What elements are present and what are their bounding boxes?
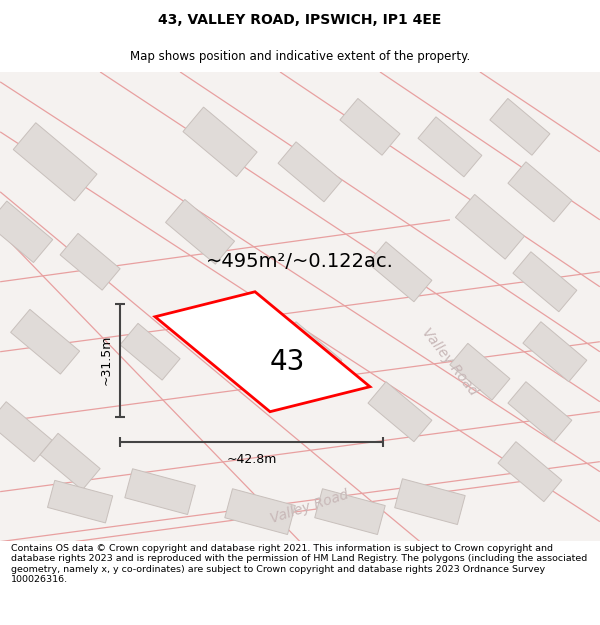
Polygon shape — [13, 122, 97, 201]
Text: ~495m²/~0.122ac.: ~495m²/~0.122ac. — [206, 253, 394, 271]
Polygon shape — [368, 242, 432, 302]
Polygon shape — [450, 343, 510, 400]
Text: ~42.8m: ~42.8m — [226, 453, 277, 466]
Text: Valley Road: Valley Road — [269, 488, 351, 526]
Polygon shape — [523, 322, 587, 382]
Polygon shape — [418, 117, 482, 177]
Polygon shape — [278, 322, 342, 382]
Polygon shape — [513, 252, 577, 312]
Polygon shape — [455, 194, 524, 259]
Polygon shape — [340, 99, 400, 155]
Text: Valley Road: Valley Road — [419, 326, 481, 398]
Polygon shape — [225, 489, 295, 534]
Text: Contains OS data © Crown copyright and database right 2021. This information is : Contains OS data © Crown copyright and d… — [11, 544, 587, 584]
Polygon shape — [47, 481, 113, 523]
Polygon shape — [508, 382, 572, 442]
Polygon shape — [278, 142, 342, 202]
Polygon shape — [183, 107, 257, 177]
Text: Map shows position and indicative extent of the property.: Map shows position and indicative extent… — [130, 49, 470, 62]
Polygon shape — [0, 402, 52, 462]
Polygon shape — [368, 382, 432, 442]
Text: 43: 43 — [270, 348, 305, 376]
Polygon shape — [395, 479, 465, 524]
Polygon shape — [498, 442, 562, 502]
Polygon shape — [166, 199, 235, 264]
Polygon shape — [11, 309, 80, 374]
Polygon shape — [60, 233, 120, 290]
Polygon shape — [508, 162, 572, 222]
Polygon shape — [120, 323, 180, 380]
Polygon shape — [315, 489, 385, 534]
Polygon shape — [125, 469, 196, 514]
Polygon shape — [40, 433, 100, 490]
Polygon shape — [490, 99, 550, 155]
Text: 43, VALLEY ROAD, IPSWICH, IP1 4EE: 43, VALLEY ROAD, IPSWICH, IP1 4EE — [158, 13, 442, 27]
Polygon shape — [0, 201, 53, 262]
Polygon shape — [155, 292, 370, 412]
Text: ~31.5m: ~31.5m — [100, 335, 113, 386]
